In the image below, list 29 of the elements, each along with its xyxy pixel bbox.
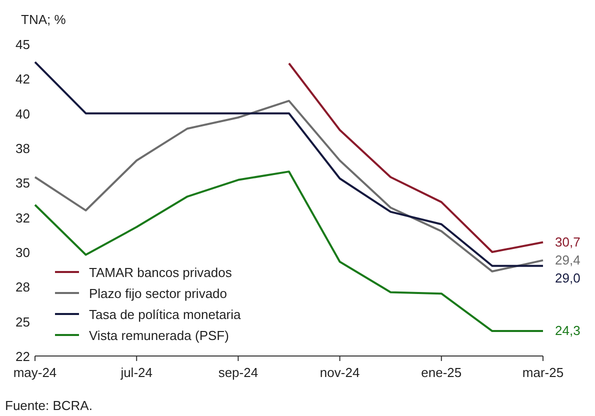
data-label: 30,7 <box>555 234 580 250</box>
y-tick-label: 35 <box>16 176 30 191</box>
y-tick-label: 40 <box>16 106 30 122</box>
legend-label: Vista remunerada (PSF) <box>89 328 229 343</box>
x-tick-label: mar-25 <box>522 365 564 380</box>
x-tick-label: jul-24 <box>120 365 152 380</box>
data-label: 29,0 <box>555 270 580 286</box>
x-tick-label: nov-24 <box>320 365 360 380</box>
y-tick-label: 30 <box>16 245 30 260</box>
line-series <box>34 61 544 267</box>
y-tick-label: 32 <box>16 210 30 226</box>
y-tick-label: 22 <box>16 349 30 364</box>
y-tick-label: 25 <box>16 314 30 330</box>
source-note: Fuente: BCRA. <box>5 398 92 413</box>
line-series <box>288 62 544 253</box>
line-series <box>34 170 544 332</box>
x-tick-label: may-24 <box>13 365 57 380</box>
data-label: 29,4 <box>555 252 580 268</box>
y-tick-label: 38 <box>16 141 30 156</box>
y-tick-label: 42 <box>16 72 30 87</box>
y-axis-title: TNA; % <box>21 12 66 27</box>
x-tick-label: sep-24 <box>218 365 258 380</box>
legend-label: Tasa de política monetaria <box>89 307 242 322</box>
legend-label: Plazo fijo sector privado <box>89 286 228 301</box>
data-label: 24,3 <box>555 323 580 338</box>
x-tick-label: ene-25 <box>421 365 462 380</box>
y-tick-label: 28 <box>16 280 30 295</box>
y-tick-label: 45 <box>16 37 30 52</box>
legend-label: TAMAR bancos privados <box>89 265 232 280</box>
